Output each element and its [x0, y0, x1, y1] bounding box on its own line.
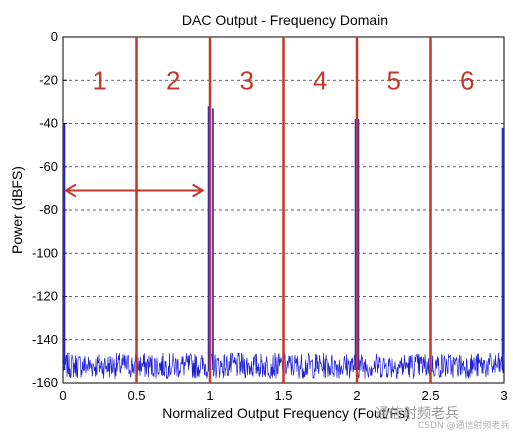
zone-label: 2: [166, 65, 180, 95]
y-tick-label: -80: [39, 202, 58, 217]
watermark-text: 通信射频老兵: [375, 406, 459, 422]
y-tick-label: -60: [39, 159, 58, 174]
span-arrow: [63, 183, 205, 198]
zone-label: 4: [313, 65, 327, 95]
x-tick-label: 0.5: [127, 388, 145, 403]
x-tick-label: 1.5: [274, 388, 292, 403]
y-axis-label: Power (dBFS): [9, 166, 25, 254]
zone-labels: 1 2 3 4 5 6: [93, 65, 475, 95]
x-tick-label: 3: [500, 388, 507, 403]
y-tick-label: -100: [32, 245, 58, 260]
x-tick-label: 0: [59, 388, 66, 403]
y-tick-label: -20: [39, 72, 58, 87]
zone-label: 5: [387, 65, 401, 95]
y-tick-label: -120: [32, 289, 58, 304]
arrow-head-left: [63, 183, 77, 198]
y-tick-label: -140: [32, 332, 58, 347]
arrow-head-right: [192, 183, 205, 198]
y-tick-label: 0: [51, 29, 58, 44]
zone-label: 1: [93, 65, 107, 95]
y-tick-label: -40: [39, 116, 58, 131]
zone-label: 6: [460, 65, 474, 95]
y-tick-labels: 0 -20 -40 -60 -80 -100 -120 -140 -160: [32, 29, 67, 390]
y-tick-label: -160: [32, 375, 58, 390]
x-tick-label: 1: [206, 388, 213, 403]
x-axis-label: Normalized Output Frequency (Fout/Fs): [162, 405, 409, 421]
x-tick-label: 2: [353, 388, 360, 403]
chart-title: DAC Output - Frequency Domain: [182, 12, 388, 28]
zone-label: 3: [240, 65, 254, 95]
watermark-subtext: CSDN @通信射频老兵: [418, 419, 510, 431]
x-tick-label: 2.5: [421, 388, 439, 403]
zone-boundaries: [135, 37, 432, 383]
